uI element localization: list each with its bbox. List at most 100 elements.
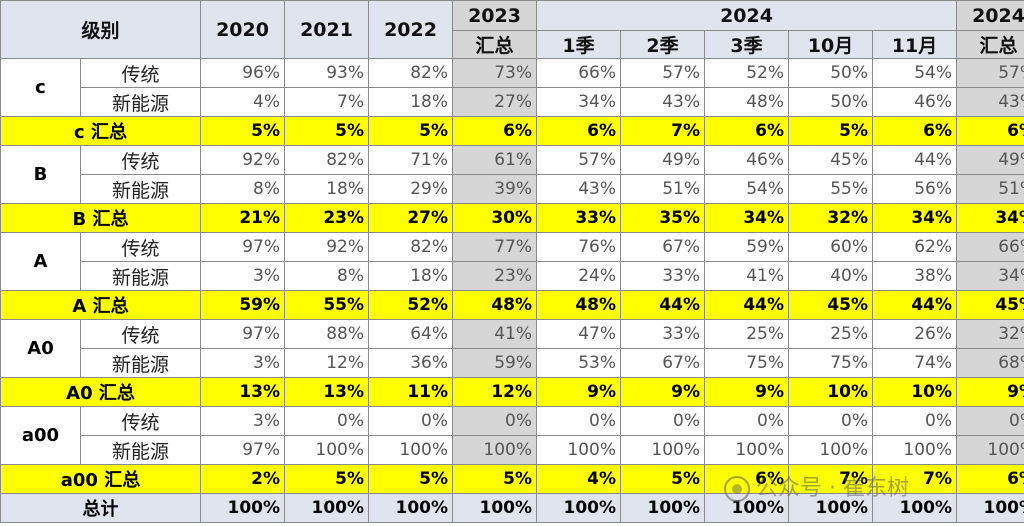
share-value: 67%: [620, 232, 706, 262]
share-value: 18%: [368, 261, 454, 291]
share-value: 40%: [788, 261, 874, 291]
header-period-q1: 1季: [536, 30, 622, 59]
share-value: 43%: [620, 87, 706, 117]
share-value: 25%: [704, 319, 790, 349]
share-value: 32%: [956, 319, 1024, 349]
share-value: 51%: [620, 174, 706, 204]
summary-value: 6%: [956, 116, 1024, 146]
share-value: 54%: [704, 174, 790, 204]
header-year-2024-group: 2024: [536, 0, 958, 31]
summary-value: 35%: [620, 203, 706, 233]
share-value: 8%: [200, 174, 286, 204]
share-value: 0%: [284, 406, 370, 436]
share-value: 0%: [788, 406, 874, 436]
watermark-text: 公众号 · 崔东树: [756, 476, 909, 501]
summary-value: 7%: [872, 464, 958, 494]
total-value: 100%: [620, 493, 706, 523]
total-value: 100%: [788, 493, 874, 523]
summary-label: a00 汇总: [0, 464, 202, 494]
share-value: 0%: [452, 406, 538, 436]
summary-value: 6%: [536, 116, 622, 146]
powertrain-label: 传统: [79, 232, 202, 262]
share-value: 43%: [536, 174, 622, 204]
header-year-2021: 2021: [284, 0, 370, 59]
share-value: 18%: [368, 87, 454, 117]
powertrain-label: 传统: [79, 145, 202, 175]
total-value: 100%: [368, 493, 454, 523]
share-value: 55%: [788, 174, 874, 204]
summary-value: 34%: [872, 203, 958, 233]
summary-value: 45%: [956, 290, 1024, 320]
share-value: 67%: [620, 348, 706, 378]
share-value: 0%: [536, 406, 622, 436]
summary-value: 6%: [452, 116, 538, 146]
total-value: 100%: [872, 493, 958, 523]
powertrain-label: 新能源: [79, 348, 202, 378]
header-year-2020: 2020: [200, 0, 286, 59]
share-value: 60%: [788, 232, 874, 262]
header-year-2023: 2023: [452, 0, 538, 31]
summary-value: 7%: [620, 116, 706, 146]
share-value: 96%: [200, 58, 286, 88]
summary-value: 34%: [956, 203, 1024, 233]
share-value: 26%: [872, 319, 958, 349]
share-value: 36%: [368, 348, 454, 378]
header-grade: 级别: [0, 0, 202, 59]
share-value: 54%: [872, 58, 958, 88]
summary-value: 5%: [200, 116, 286, 146]
summary-value: 55%: [284, 290, 370, 320]
share-value: 100%: [788, 435, 874, 465]
grade-label: a00: [0, 406, 81, 465]
share-value: 100%: [284, 435, 370, 465]
summary-value: 5%: [452, 464, 538, 494]
total-value: 100%: [452, 493, 538, 523]
share-value: 52%: [704, 58, 790, 88]
share-value: 97%: [200, 435, 286, 465]
share-value: 44%: [872, 145, 958, 175]
share-value: 46%: [872, 87, 958, 117]
summary-value: 13%: [200, 377, 286, 407]
table-header: 级别 2020 2021 2022 2023 2024 2024 汇总 1季 2…: [0, 0, 1024, 59]
share-value: 100%: [368, 435, 454, 465]
summary-value: 45%: [788, 290, 874, 320]
share-value: 43%: [956, 87, 1024, 117]
share-value: 51%: [956, 174, 1024, 204]
summary-value: 59%: [200, 290, 286, 320]
share-value: 75%: [704, 348, 790, 378]
share-value: 24%: [536, 261, 622, 291]
share-value: 59%: [704, 232, 790, 262]
total-value: 100%: [956, 493, 1024, 523]
summary-value: 5%: [620, 464, 706, 494]
summary-value: 7%: [788, 464, 874, 494]
summary-value: 5%: [368, 464, 454, 494]
summary-value: 9%: [704, 377, 790, 407]
share-value: 75%: [788, 348, 874, 378]
share-value: 23%: [452, 261, 538, 291]
summary-value: 48%: [536, 290, 622, 320]
powertrain-label: 传统: [79, 319, 202, 349]
share-value: 100%: [956, 435, 1024, 465]
total-value: 100%: [284, 493, 370, 523]
header-period-oct: 10月: [788, 30, 874, 59]
summary-value: 9%: [620, 377, 706, 407]
share-value: 57%: [620, 58, 706, 88]
share-value: 0%: [956, 406, 1024, 436]
share-value: 0%: [620, 406, 706, 436]
share-value: 50%: [788, 87, 874, 117]
summary-value: 48%: [452, 290, 538, 320]
share-value: 3%: [200, 261, 286, 291]
share-value: 38%: [872, 261, 958, 291]
share-value: 29%: [368, 174, 454, 204]
summary-value: 5%: [284, 464, 370, 494]
share-value: 41%: [452, 319, 538, 349]
summary-value: 44%: [704, 290, 790, 320]
share-value: 92%: [284, 232, 370, 262]
share-value: 100%: [620, 435, 706, 465]
header-period-nov: 11月: [872, 30, 958, 59]
